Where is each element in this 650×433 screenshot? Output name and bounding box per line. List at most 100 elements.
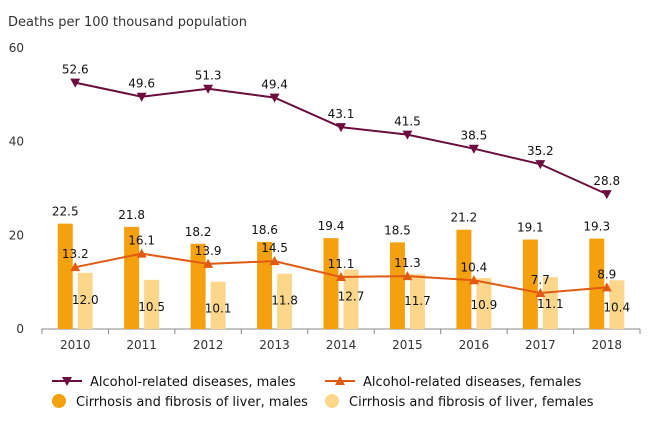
marker-alcohol-females-2016 xyxy=(468,275,479,285)
bar-cirrhosis-males-2014 xyxy=(323,238,339,329)
bar-cirrhosis-females-2012 xyxy=(210,281,226,329)
label-alcohol-males-2012: 51.3 xyxy=(195,69,222,83)
label-alcohol-males-2016: 38.5 xyxy=(461,129,488,143)
y-tick-label-40: 40 xyxy=(9,135,24,149)
label-cirrhosis-females-2012: 10.1 xyxy=(205,302,232,316)
label-alcohol-males-2010: 52.6 xyxy=(62,63,89,77)
legend-label-cirrhosis-males: Cirrhosis and fibrosis of liver, males xyxy=(76,395,308,410)
label-alcohol-females-2012: 13.9 xyxy=(195,244,222,258)
bar-cirrhosis-females-2011 xyxy=(144,279,160,329)
marker-alcohol-males-2016 xyxy=(468,144,479,154)
y-tick-label-60: 60 xyxy=(9,41,24,55)
label-cirrhosis-females-2015: 11.7 xyxy=(404,294,431,308)
bar-cirrhosis-males-2012 xyxy=(190,243,206,329)
marker-alcohol-males-2013 xyxy=(269,93,280,103)
bar-cirrhosis-females-2014 xyxy=(343,269,359,329)
label-alcohol-females-2016: 10.4 xyxy=(461,260,488,274)
label-cirrhosis-males-2011: 21.8 xyxy=(118,208,145,222)
label-alcohol-females-2017: 7.7 xyxy=(531,273,550,287)
label-cirrhosis-females-2016: 10.9 xyxy=(471,298,498,312)
marker-alcohol-females-2018 xyxy=(601,282,612,292)
line-alcohol-males xyxy=(75,81,608,196)
marker-alcohol-females-2011 xyxy=(136,248,147,258)
data-labels: 22.5 12.0 21.8 10.5 18.2 10.1 18.6 11.8 19.4 12.7… xyxy=(52,63,630,316)
label-alcohol-females-2013: 14.5 xyxy=(261,241,288,255)
label-alcohol-males-2015: 41.5 xyxy=(394,115,421,129)
x-tick-label-2011: 2011 xyxy=(126,338,157,352)
marker-alcohol-males-2015 xyxy=(402,130,413,140)
label-alcohol-males-2018: 28.8 xyxy=(593,174,620,188)
label-cirrhosis-males-2017: 19.1 xyxy=(517,221,544,235)
bar-cirrhosis-females-2018 xyxy=(609,280,625,329)
marker-alcohol-females-2012 xyxy=(203,258,214,268)
label-cirrhosis-females-2018: 10.4 xyxy=(603,300,630,314)
x-tick-label-2015: 2015 xyxy=(392,338,423,352)
bar-cirrhosis-females-2010 xyxy=(77,272,93,329)
y-axis-title: Deaths per 100 thousand population xyxy=(8,15,247,30)
label-cirrhosis-females-2010: 12.0 xyxy=(72,293,99,307)
x-tick-label-2017: 2017 xyxy=(525,338,556,352)
marker-alcohol-females-2014 xyxy=(336,272,346,282)
y-tick-label-0: 0 xyxy=(16,322,24,336)
label-cirrhosis-males-2013: 18.6 xyxy=(251,223,278,237)
x-tick-label-2010: 2010 xyxy=(60,338,91,352)
marker-alcohol-males-2011 xyxy=(136,92,147,102)
label-alcohol-females-2015: 11.3 xyxy=(394,256,421,270)
label-alcohol-females-2011: 16.1 xyxy=(128,234,155,248)
x-tick-label-2018: 2018 xyxy=(592,338,623,352)
marker-alcohol-females-2010 xyxy=(70,262,81,272)
label-alcohol-males-2011: 49.6 xyxy=(128,77,155,91)
bar-cirrhosis-females-2013 xyxy=(277,273,293,329)
bar-cirrhosis-males-2017 xyxy=(522,239,538,329)
bar-cirrhosis-females-2017 xyxy=(542,277,558,329)
label-cirrhosis-females-2013: 11.8 xyxy=(271,294,298,308)
axes: 2010 2011 2012 2013 2014 2015 2016 2017 2018 0 20 4… xyxy=(9,41,641,352)
lines xyxy=(70,78,612,297)
label-cirrhosis-males-2016: 21.2 xyxy=(451,211,478,225)
bar-cirrhosis-females-2016 xyxy=(476,277,492,329)
label-alcohol-females-2010: 13.2 xyxy=(62,247,89,261)
label-alcohol-females-2018: 8.9 xyxy=(597,267,616,281)
label-cirrhosis-males-2010: 22.5 xyxy=(52,205,79,219)
legend-label-alcohol-males: Alcohol-related diseases, males xyxy=(90,375,296,390)
marker-alcohol-males-2017 xyxy=(535,160,546,170)
label-cirrhosis-males-2014: 19.4 xyxy=(318,219,345,233)
marker-alcohol-females-2017 xyxy=(535,287,546,297)
x-tick-label-2013: 2013 xyxy=(259,338,290,352)
legend-label-cirrhosis-females: Cirrhosis and fibrosis of liver, females xyxy=(349,395,594,410)
legend-marker-alcohol-males xyxy=(62,377,72,386)
label-alcohol-males-2013: 49.4 xyxy=(261,78,288,92)
x-tick-label-2014: 2014 xyxy=(326,338,357,352)
legend-dot-cirrhosis-males xyxy=(52,394,66,408)
marker-alcohol-females-2013 xyxy=(269,256,280,266)
marker-alcohol-females-2015 xyxy=(402,271,413,281)
marker-alcohol-males-2010 xyxy=(70,78,81,88)
bar-cirrhosis-females-2015 xyxy=(409,274,425,329)
x-tick-label-2012: 2012 xyxy=(193,338,224,352)
label-alcohol-males-2017: 35.2 xyxy=(527,144,554,158)
bar-cirrhosis-males-2010 xyxy=(57,223,73,329)
legend-dot-cirrhosis-females xyxy=(325,394,339,408)
marker-alcohol-males-2012 xyxy=(203,84,214,94)
legend: Alcohol-related diseases, males Alcohol-r… xyxy=(52,375,594,410)
label-cirrhosis-males-2015: 18.5 xyxy=(384,223,411,237)
legend-marker-alcohol-females xyxy=(335,376,345,385)
label-cirrhosis-females-2011: 10.5 xyxy=(138,300,165,314)
bar-cirrhosis-males-2011 xyxy=(124,226,140,329)
marker-alcohol-males-2014 xyxy=(336,123,346,133)
bar-cirrhosis-males-2013 xyxy=(257,241,273,329)
legend-label-alcohol-females: Alcohol-related diseases, females xyxy=(363,375,581,390)
label-cirrhosis-males-2018: 19.3 xyxy=(583,220,610,234)
y-tick-label-20: 20 xyxy=(9,228,24,242)
label-cirrhosis-females-2017: 11.1 xyxy=(537,297,564,311)
label-alcohol-females-2014: 11.1 xyxy=(328,257,355,271)
x-tick-label-2016: 2016 xyxy=(459,338,490,352)
bar-cirrhosis-males-2018 xyxy=(589,238,605,329)
marker-alcohol-males-2018 xyxy=(601,190,612,200)
bars xyxy=(57,223,625,329)
bar-cirrhosis-males-2015 xyxy=(389,242,405,329)
label-alcohol-males-2014: 43.1 xyxy=(328,107,355,121)
label-cirrhosis-females-2014: 12.7 xyxy=(338,290,365,304)
